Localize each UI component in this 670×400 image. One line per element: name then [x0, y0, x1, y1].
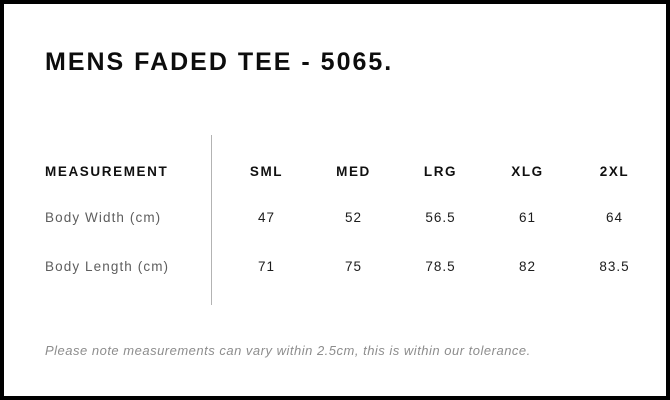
column-header-lrg: LRG	[423, 163, 458, 179]
column-header-xlg: XLG	[511, 163, 544, 179]
cell-body-width-2xl: 64	[605, 210, 624, 225]
cell-body-width-xlg: 61	[518, 210, 537, 225]
tolerance-note: Please note measurements can vary within…	[45, 343, 531, 358]
cell-body-width-med: 52	[344, 210, 363, 225]
cell-body-length-xlg: 82	[518, 258, 537, 274]
page-title: MENS FADED TEE - 5065.	[45, 48, 394, 76]
cell-body-length-2xl: 83.5	[599, 258, 630, 274]
cell-body-width-sml: 47	[257, 210, 276, 225]
column-header-2xl: 2XL	[599, 163, 630, 179]
column-header-sml: SML	[249, 163, 284, 179]
row-label-body-length: Body Length (cm)	[45, 258, 170, 274]
cell-body-width-lrg: 56.5	[425, 210, 456, 225]
cell-body-length-lrg: 78.5	[425, 258, 456, 274]
column-header-measurement: MEASUREMENT	[45, 163, 169, 179]
table-column-divider	[211, 135, 212, 305]
row-label-body-width: Body Width (cm)	[45, 210, 162, 225]
cell-body-length-med: 75	[344, 258, 363, 274]
column-header-med: MED	[336, 163, 371, 179]
cell-body-length-sml: 71	[257, 258, 276, 274]
size-chart-table: MEASUREMENT SML MED LRG XLG 2XL Body Wid…	[45, 147, 658, 292]
